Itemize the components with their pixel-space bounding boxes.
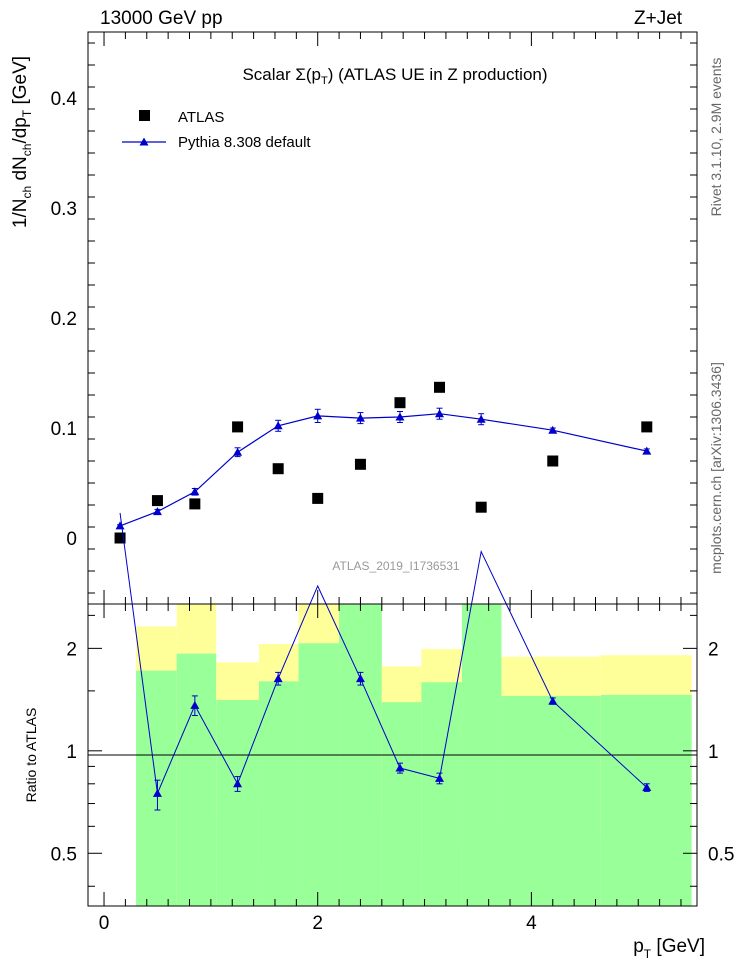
x-axis-label: pT [GeV] (633, 936, 705, 961)
green-band (298, 643, 340, 906)
top-y-tick-label: 0.4 (51, 89, 78, 110)
analysis-watermark: ATLAS_2019_I1736531 (332, 559, 460, 573)
mc-point (152, 507, 162, 516)
legend: ATLAS Pythia 8.308 default (122, 109, 311, 151)
green-band (381, 702, 422, 906)
mc-point (642, 446, 652, 455)
mc-point (190, 487, 200, 496)
green-band (258, 681, 299, 906)
green-band (461, 604, 502, 906)
mc-series-line (119, 413, 647, 527)
atlas-data-point (151, 495, 163, 507)
top-y-tick-label: 0.3 (51, 199, 77, 220)
ratio-point (355, 674, 365, 683)
mc-point (476, 414, 486, 423)
atlas-data-point (475, 501, 487, 513)
top-chart-title: Scalar Σ(pT) (ATLAS UE in Z production) (242, 65, 547, 87)
atlas-data-point (434, 381, 446, 393)
atlas-data-point (114, 532, 126, 544)
bottom-axes-layer: 0.5 0.5 1 1 2 2 0 2 4 (51, 604, 734, 934)
atlas-data-point (354, 458, 366, 470)
ratio-y-axis-label: Ratio to ATLAS (23, 708, 39, 803)
header-right: Z+Jet (634, 8, 683, 29)
legend-marker-atlas (139, 110, 150, 121)
uncertainty-bands-layer (136, 604, 692, 906)
atlas-data-point (189, 498, 201, 510)
legend-label-atlas: ATLAS (178, 109, 224, 126)
mc-point (313, 411, 323, 420)
x-tick-label: 2 (312, 913, 323, 934)
x-tick-label: 4 (526, 913, 537, 934)
side-label-source: mcplots.cern.ch [arXiv:1306.3436] (708, 362, 724, 574)
green-band (176, 653, 217, 906)
side-label-events: Rivet 3.1.10, 2.9M events (708, 58, 724, 217)
atlas-data-point (394, 397, 406, 409)
top-y-tick-label: 0 (66, 529, 77, 550)
ratio-y-tick-label: 1 (66, 742, 77, 763)
ratio-point (395, 763, 405, 772)
ratio-point (190, 700, 200, 709)
x-tick-label: 0 (99, 913, 110, 934)
ratio-y-tick-label: 2 (66, 639, 77, 660)
top-axes-layer: 0 0.1 0.2 0.3 0.4 (51, 32, 697, 604)
top-y-axis-label: 1/Nch dNch/dpT [GeV] (10, 56, 34, 228)
header-left: 13000 GeV pp (100, 8, 223, 29)
atlas-data-point (312, 492, 324, 504)
ratio-y-tick-label-right: 2 (708, 639, 719, 660)
mc-point (355, 413, 365, 422)
top-y-tick-label: 0.2 (51, 309, 77, 330)
mc-point (395, 412, 405, 421)
top-points-layer (114, 381, 653, 544)
mc-point (548, 425, 558, 434)
mc-point (233, 447, 243, 456)
green-band (421, 682, 462, 906)
ratio-point (273, 674, 283, 683)
ratio-y-tick-label-right: 0.5 (708, 844, 734, 865)
green-band (600, 694, 692, 906)
ratio-points-layer (152, 671, 652, 811)
atlas-data-point (232, 421, 244, 433)
ratio-point (548, 696, 558, 705)
top-mc-line-layer (119, 413, 647, 527)
atlas-data-point (641, 421, 653, 433)
legend-label-mc: Pythia 8.308 default (178, 134, 311, 151)
ratio-point (435, 773, 445, 782)
green-band (339, 604, 382, 906)
mc-point (115, 521, 125, 530)
green-band (216, 700, 259, 906)
ratio-point (642, 783, 652, 792)
ratio-line-layer (119, 512, 648, 796)
ratio-point (152, 788, 162, 797)
green-band (136, 670, 177, 906)
ratio-y-tick-label: 0.5 (51, 844, 77, 865)
ratio-point (233, 779, 243, 788)
bottom-panel-frame (87, 603, 698, 907)
green-band (501, 695, 601, 906)
atlas-data-point (272, 463, 284, 475)
top-y-tick-label: 0.1 (51, 419, 77, 440)
mc-point (273, 421, 283, 430)
ratio-y-tick-label-right: 1 (708, 742, 719, 763)
mc-point (435, 409, 445, 418)
ratio-series-line (119, 512, 648, 796)
atlas-data-point (547, 455, 559, 467)
legend-marker-mc (139, 137, 149, 146)
